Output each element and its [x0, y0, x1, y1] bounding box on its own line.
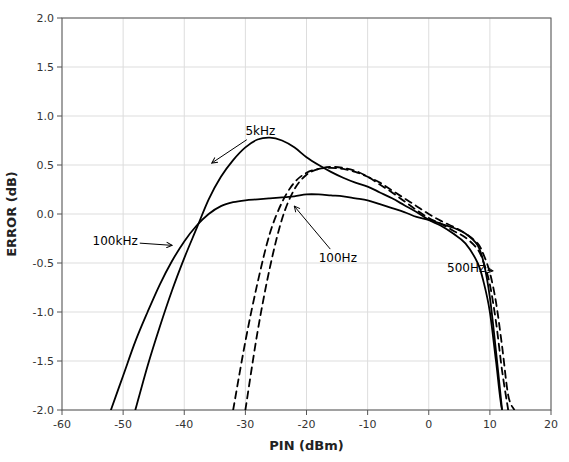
x-axis-label: PIN (dBm): [269, 438, 343, 453]
annotation-text: 5kHz: [245, 124, 275, 138]
tick-label-x: 20: [544, 418, 558, 431]
tick-label-x: -10: [359, 418, 377, 431]
tick-label-y: -1.5: [33, 355, 54, 368]
chart: -60 -50 -40 -30 -20 -10 0 10 20 -2.0 -1.5 -1.0 -0.5 0…: [0, 0, 569, 462]
tick-label-x: -20: [298, 418, 316, 431]
tick-label-y: -1.0: [33, 306, 54, 319]
tick-y: [57, 410, 62, 411]
tick-label-y: 0.0: [37, 208, 55, 221]
tick-x: [306, 410, 307, 415]
tick-label-y: 2.0: [37, 12, 55, 25]
annotation-text: 100Hz: [319, 251, 357, 265]
tick-label-y: -2.0: [33, 404, 54, 417]
tick-y: [57, 116, 62, 117]
tick-x: [551, 410, 552, 415]
tick-y: [57, 165, 62, 166]
series-line: [233, 168, 514, 410]
series-line: [245, 167, 508, 410]
tick-label-x: -40: [175, 418, 193, 431]
tick-y: [57, 312, 62, 313]
tick-y: [57, 263, 62, 264]
tick-x: [489, 410, 490, 415]
tick-y: [57, 214, 62, 215]
tick-y: [57, 67, 62, 68]
axes: -60 -50 -40 -30 -20 -10 0 10 20 -2.0 -1.5 -1.0 -0.5 0…: [33, 12, 558, 431]
tick-y: [57, 18, 62, 19]
grid-line-y: [62, 214, 551, 215]
grid: [62, 18, 551, 410]
tick-label-y: 1.0: [37, 110, 55, 123]
tick-x: [428, 410, 429, 415]
tick-x: [367, 410, 368, 415]
tick-x: [184, 410, 185, 415]
annotation-arrow: [140, 243, 172, 245]
annotation-text: 500Hz: [447, 261, 485, 275]
y-axis-label: ERROR (dB): [4, 171, 19, 257]
grid-line-y: [62, 312, 551, 313]
tick-label-y: -0.5: [33, 257, 54, 270]
series-line: [111, 194, 502, 410]
annotation-arrow: [212, 140, 247, 163]
plot-frame: [62, 18, 551, 410]
tick-label-x: -60: [53, 418, 71, 431]
tick-label-x: -30: [236, 418, 254, 431]
tick-label-y: 0.5: [37, 159, 55, 172]
tick-x: [62, 410, 63, 415]
series-line: [135, 138, 508, 410]
tick-x: [123, 410, 124, 415]
grid-line-y: [62, 67, 551, 68]
annotation-text: 100kHz: [93, 234, 138, 248]
annotation-arrow: [294, 206, 330, 249]
tick-label-x: 10: [483, 418, 497, 431]
background: [0, 0, 569, 462]
tick-label-x: 0: [425, 418, 432, 431]
annotations: 5kHz 100kHz 100Hz 500Hz: [93, 124, 493, 275]
tick-y: [57, 361, 62, 362]
grid-line-y: [62, 165, 551, 166]
tick-x: [245, 410, 246, 415]
tick-label-y: 1.5: [37, 61, 55, 74]
lines: [111, 138, 514, 410]
annotation-arrow: [487, 270, 493, 272]
grid-line-y: [62, 361, 551, 362]
grid-line-y: [62, 116, 551, 117]
tick-label-x: -50: [114, 418, 132, 431]
